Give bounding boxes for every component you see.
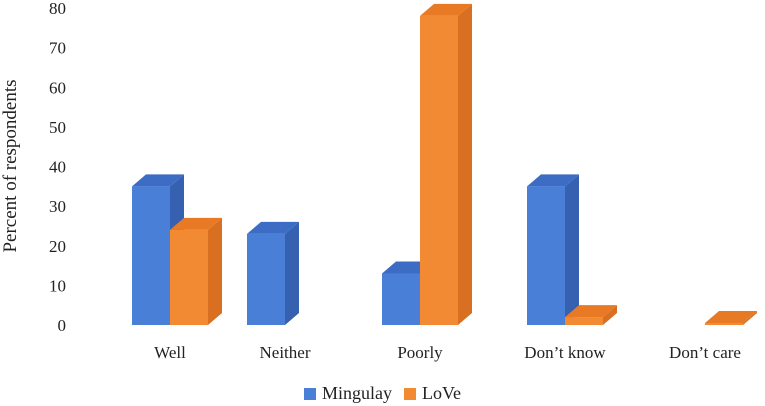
x-tick-label: Well bbox=[154, 343, 186, 362]
y-tick-label: 20 bbox=[49, 237, 66, 256]
bar bbox=[420, 3, 472, 326]
bar-top bbox=[170, 217, 222, 230]
legend-swatch-series-1 bbox=[304, 387, 316, 400]
legend-label-series-2: LoVe bbox=[422, 383, 461, 403]
y-tick-label: 80 bbox=[49, 0, 66, 18]
bar-front bbox=[527, 186, 565, 325]
bar-front bbox=[382, 273, 420, 325]
x-tick-label: Poorly bbox=[397, 343, 443, 362]
bar bbox=[565, 305, 617, 325]
bar-side bbox=[208, 217, 222, 325]
bar-top bbox=[132, 174, 184, 187]
y-axis-label: Percent of respondents bbox=[0, 79, 21, 252]
bar-front bbox=[565, 317, 603, 325]
legend-item-series-1: Mingulay bbox=[304, 383, 392, 404]
bar-side bbox=[565, 174, 579, 325]
legend-swatch-series-2 bbox=[404, 387, 416, 400]
bar-top bbox=[565, 305, 617, 318]
bar bbox=[705, 311, 757, 325]
bar-front bbox=[132, 186, 170, 325]
bar bbox=[170, 217, 222, 325]
bar-top bbox=[420, 3, 472, 16]
x-tick-label: Don’t care bbox=[669, 343, 741, 362]
y-axis: 0 10 20 30 40 50 60 70 80 bbox=[49, 0, 66, 335]
bar bbox=[527, 174, 579, 325]
bar-front bbox=[705, 323, 743, 325]
y-tick-label: 30 bbox=[49, 197, 66, 216]
bar-top bbox=[527, 174, 579, 187]
y-tick-label: 10 bbox=[49, 276, 66, 295]
y-tick-label: 70 bbox=[49, 39, 66, 58]
y-tick-label: 40 bbox=[49, 158, 66, 177]
bar-side bbox=[458, 3, 472, 326]
bar-front bbox=[170, 229, 208, 325]
bar-side bbox=[743, 311, 757, 325]
bars bbox=[132, 3, 757, 326]
x-tick-label: Don’t know bbox=[524, 343, 606, 362]
x-axis: Well Neither Poorly Don’t know Don’t care bbox=[154, 343, 741, 362]
bar-top bbox=[705, 311, 757, 324]
bar-top bbox=[247, 221, 299, 234]
bar-side bbox=[603, 305, 617, 325]
bar bbox=[247, 221, 299, 325]
legend-label-series-1: Mingulay bbox=[322, 383, 392, 403]
y-tick-label: 50 bbox=[49, 118, 66, 137]
y-tick-label: 0 bbox=[58, 316, 67, 335]
bar-front bbox=[420, 15, 458, 326]
legend-item-series-2: LoVe bbox=[404, 383, 461, 404]
bar-front bbox=[247, 233, 285, 325]
bar-side bbox=[285, 221, 299, 325]
x-tick-label: Neither bbox=[260, 343, 311, 362]
y-tick-label: 60 bbox=[49, 78, 66, 97]
legend: Mingulay LoVe bbox=[0, 383, 765, 404]
